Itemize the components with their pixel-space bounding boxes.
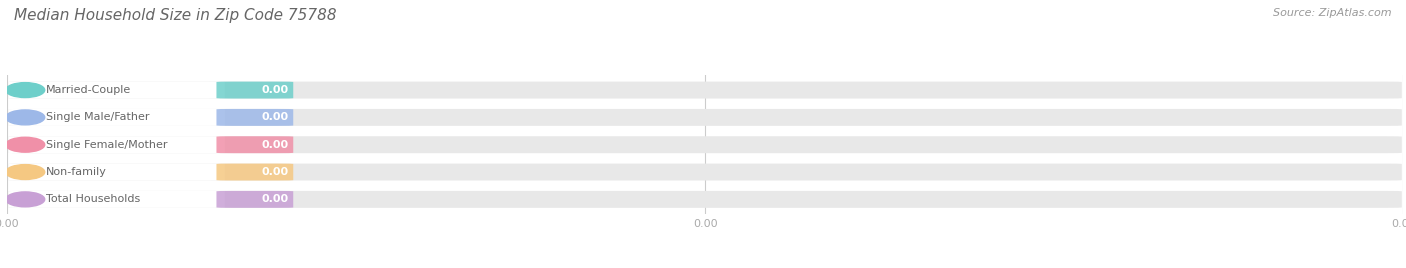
FancyBboxPatch shape [8, 109, 1402, 126]
FancyBboxPatch shape [8, 81, 225, 99]
Ellipse shape [6, 192, 45, 207]
FancyBboxPatch shape [8, 163, 225, 181]
Ellipse shape [6, 83, 45, 98]
Ellipse shape [6, 110, 45, 125]
Text: 0.00: 0.00 [262, 194, 290, 204]
Text: Total Households: Total Households [46, 194, 141, 204]
Text: Median Household Size in Zip Code 75788: Median Household Size in Zip Code 75788 [14, 8, 336, 23]
FancyBboxPatch shape [8, 136, 1402, 153]
FancyBboxPatch shape [8, 81, 1402, 99]
Text: 0.00: 0.00 [262, 140, 290, 150]
Ellipse shape [6, 137, 45, 152]
Text: Married-Couple: Married-Couple [46, 85, 131, 95]
FancyBboxPatch shape [217, 136, 294, 153]
Ellipse shape [6, 165, 45, 180]
FancyBboxPatch shape [217, 191, 294, 208]
FancyBboxPatch shape [217, 163, 294, 181]
FancyBboxPatch shape [217, 81, 294, 99]
Text: Source: ZipAtlas.com: Source: ZipAtlas.com [1274, 8, 1392, 18]
Text: Single Male/Father: Single Male/Father [46, 112, 149, 122]
Text: 0.00: 0.00 [262, 85, 290, 95]
Text: 0.00: 0.00 [262, 167, 290, 177]
FancyBboxPatch shape [8, 163, 1402, 181]
FancyBboxPatch shape [8, 109, 225, 126]
FancyBboxPatch shape [217, 109, 294, 126]
FancyBboxPatch shape [8, 136, 225, 153]
Text: 0.00: 0.00 [262, 112, 290, 122]
Text: Non-family: Non-family [46, 167, 107, 177]
FancyBboxPatch shape [8, 191, 1402, 208]
Text: Single Female/Mother: Single Female/Mother [46, 140, 167, 150]
FancyBboxPatch shape [8, 191, 225, 208]
